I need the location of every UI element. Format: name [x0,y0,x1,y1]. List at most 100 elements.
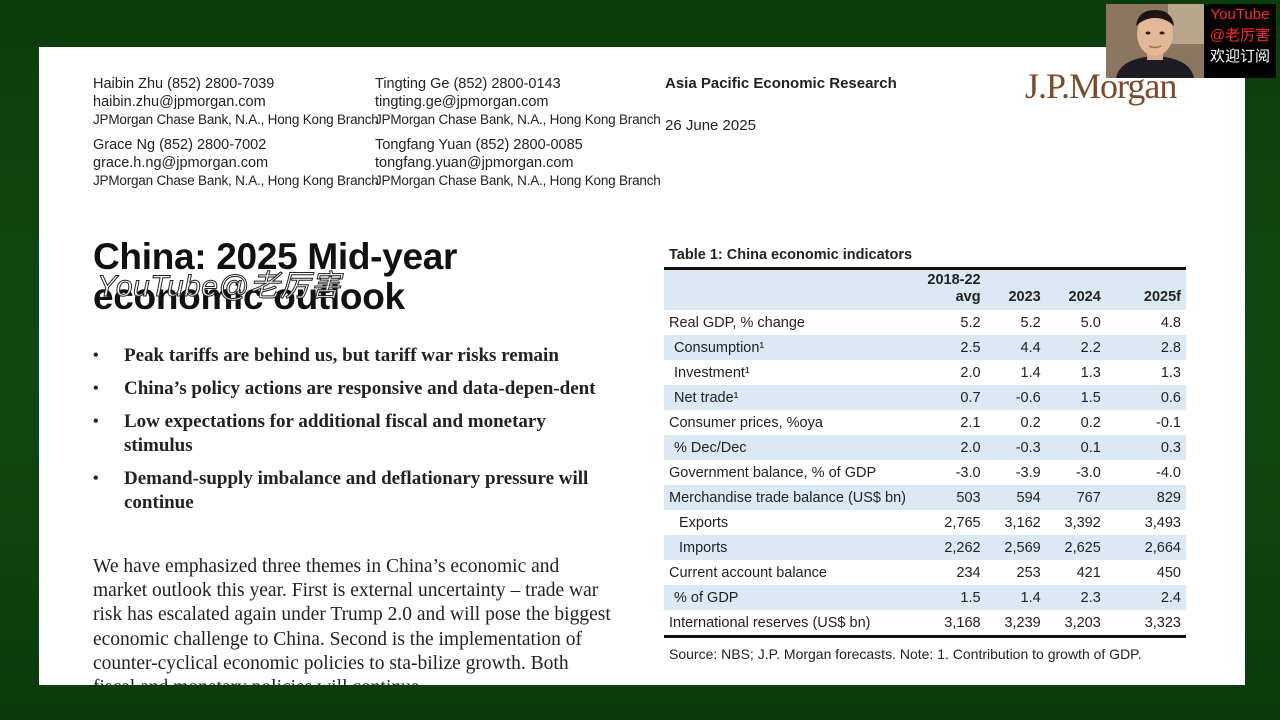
table-source-note: Source: NBS; J.P. Morgan forecasts. Note… [669,646,1142,662]
row-label: Consumption¹ [664,335,912,360]
table-cell: 2,765 [944,514,981,531]
row-label: Real GDP, % change [669,314,805,331]
table-cell: 5.2 [960,314,981,331]
author-name: Tingting Ge (852) 2800-0143 [375,76,561,92]
column-header: 2025f [1105,267,1186,310]
row-label: Consumer prices, %oya [669,414,823,431]
author-name: Haibin Zhu (852) 2800-7039 [93,76,275,92]
document-page: Haibin Zhu (852) 2800-7039 haibin.zhu@jp… [39,47,1245,685]
table-cell: 2.4 [1105,585,1186,610]
table-header-row: 2018-22 avg 2023 2024 2025f [664,267,1186,310]
youtube-label: YouTube [1210,6,1270,23]
author-bank: JPMorgan Chase Bank, N.A., Hong Kong Bra… [375,173,661,188]
table-cell: 3,392 [1064,514,1101,531]
author-block-2: Tingting Ge (852) 2800-0143 tingting.ge@… [375,75,661,129]
title-line-2: economic outlook [93,276,405,317]
watermark-overlay: YouTube@老厉害 [97,270,341,304]
channel-handle: @老厉害 [1209,27,1271,44]
author-email[interactable]: haibin.zhu@jpmorgan.com [93,94,266,110]
table-cell: 3,162 [1004,514,1041,531]
bullet-icon: • [93,347,99,364]
title-line-1: China: 2025 Mid-year [93,236,458,277]
author-name: Grace Ng (852) 2800-7002 [93,137,267,153]
table-row: Imports 2,262 2,569 2,625 2,664 [664,535,1186,560]
table-cell: 1.5 [1045,385,1106,410]
table-cell: 3,203 [1045,610,1106,638]
table-cell: 1.4 [1020,364,1041,381]
page-title: China: 2025 Mid-year economic outlook [93,237,457,317]
table-cell: 3,493 [1144,514,1181,531]
row-label: Exports [679,514,729,531]
table-row: Government balance, % of GDP -3.0 -3.9 -3.0… [664,460,1186,485]
row-label: Investment¹ [674,364,750,381]
row-label: Government balance, % of GDP [669,464,877,481]
table-cell: 2,569 [985,535,1046,560]
table-cell: -0.3 [985,435,1046,460]
table-row: % of GDP 1.5 1.4 2.3 2.4 [664,585,1186,610]
table-cell: 2.1 [960,414,981,431]
table-cell: 4.8 [1160,314,1181,331]
table-cell: 1.5 [911,585,986,610]
table-cell: 5.0 [1080,314,1101,331]
row-label: % of GDP [664,585,912,610]
table-title: Table 1: China economic indicators [669,247,913,263]
table-cell: 829 [1105,485,1186,510]
presenter-avatar [1106,4,1204,78]
author-bank: JPMorgan Chase Bank, N.A., Hong Kong Bra… [93,112,379,127]
table-cell: 3,239 [985,610,1046,638]
table-cell: -3.9 [1015,464,1041,481]
column-header: 2023 [985,267,1046,310]
author-bank: JPMorgan Chase Bank, N.A., Hong Kong Bra… [93,173,379,188]
table-cell: 0.2 [1020,414,1041,431]
table-cell: -3.0 [1075,464,1101,481]
table-cell: -0.1 [1156,414,1181,431]
table-row: % Dec/Dec 2.0 -0.3 0.1 0.3 [664,435,1186,460]
key-points-list: • Peak tariffs are behind us, but tariff … [93,344,613,524]
table-row: Current account balance 234 253 421 450 [664,560,1186,585]
author-email[interactable]: tingting.ge@jpmorgan.com [375,94,549,110]
author-name: Tongfang Yuan (852) 2800-0085 [375,137,583,153]
table-row: Net trade¹ 0.7 -0.6 1.5 0.6 [664,385,1186,410]
row-label: Imports [664,535,912,560]
table-cell: 0.6 [1105,385,1186,410]
table-cell: 0.7 [911,385,986,410]
research-label: Asia Pacific Economic Research [665,75,897,92]
bullet-icon: • [93,470,99,487]
author-email[interactable]: grace.h.ng@jpmorgan.com [93,155,269,171]
author-block-4: Tongfang Yuan (852) 2800-0085 tongfang.y… [375,136,661,190]
presenter-webcam [1106,4,1204,78]
table-cell: 2.8 [1105,335,1186,360]
body-paragraph: We have emphasized three themes in China… [93,556,611,685]
table-row: Investment¹ 2.0 1.4 1.3 1.3 [664,360,1186,385]
column-header [664,267,912,310]
author-block-3: Grace Ng (852) 2800-7002 grace.h.ng@jpmo… [93,136,379,190]
table-cell: 234 [956,564,981,581]
key-point: • Peak tariffs are behind us, but tariff … [93,345,559,366]
table-row: Consumption¹ 2.5 4.4 2.2 2.8 [664,335,1186,360]
table-cell: -4.0 [1156,464,1181,481]
table-cell: -3.0 [955,464,981,481]
table-cell: 1.3 [1080,364,1101,381]
bullet-icon: • [93,380,99,397]
column-header: 2018-22 avg [911,267,986,310]
table-row: Exports 2,765 3,162 3,392 3,493 [664,510,1186,535]
channel-badge[interactable]: YouTube @老厉害 欢迎订阅 [1204,4,1276,78]
column-header: 2024 [1045,267,1106,310]
table-cell: 5.2 [1020,314,1041,331]
bullet-icon: • [93,413,99,430]
table-cell: 0.1 [1045,435,1106,460]
row-label: International reserves (US$ bn) [664,610,912,638]
subscribe-text: 欢迎订阅 [1209,48,1270,65]
table-cell: 2.0 [960,364,981,381]
table-cell: 2,625 [1045,535,1106,560]
table-row: International reserves (US$ bn) 3,168 3,23… [664,610,1186,638]
row-label: Net trade¹ [664,385,912,410]
table-cell: 2,664 [1105,535,1186,560]
row-label: Merchandise trade balance (US$ bn) [664,485,912,510]
table-cell: 253 [1016,564,1041,581]
author-email[interactable]: tongfang.yuan@jpmorgan.com [375,155,574,171]
table-cell: 2.0 [911,435,986,460]
author-block-1: Haibin Zhu (852) 2800-7039 haibin.zhu@jp… [93,75,379,129]
table-cell: 503 [911,485,986,510]
report-date: 26 June 2025 [665,117,756,134]
